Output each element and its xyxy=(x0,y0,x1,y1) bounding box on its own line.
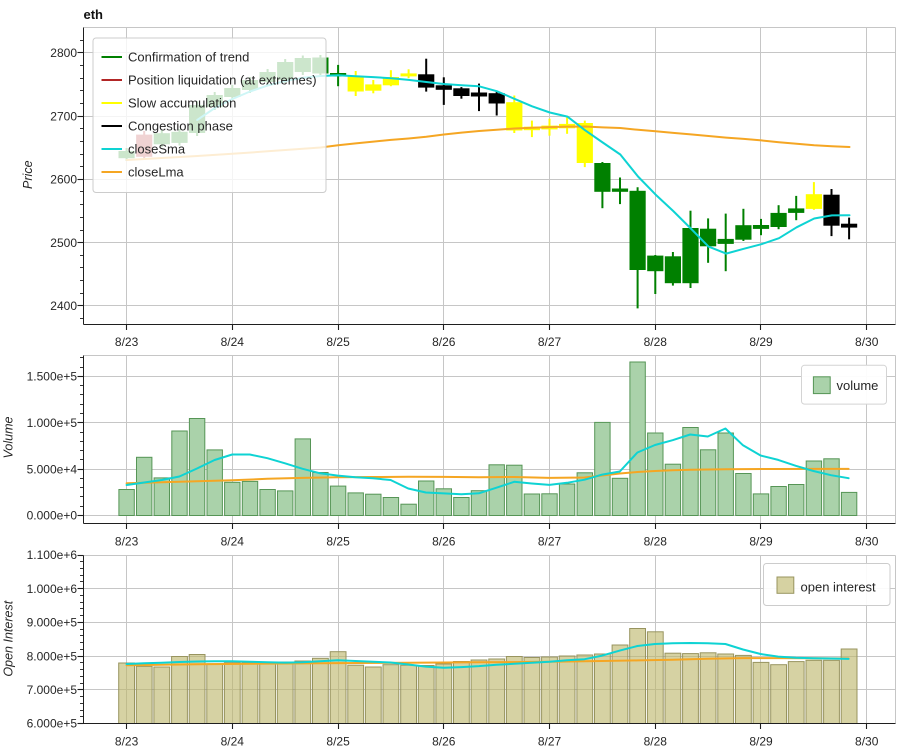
svg-text:1.100e+6: 1.100e+6 xyxy=(27,548,78,562)
svg-text:8/24: 8/24 xyxy=(221,335,245,349)
svg-text:Price: Price xyxy=(21,160,35,189)
svg-text:5.000e+4: 5.000e+4 xyxy=(27,462,78,476)
svg-text:8/25: 8/25 xyxy=(326,534,350,548)
svg-text:8/27: 8/27 xyxy=(538,335,562,349)
svg-text:8/24: 8/24 xyxy=(221,534,245,548)
svg-text:8/24: 8/24 xyxy=(221,735,245,749)
svg-text:8/30: 8/30 xyxy=(855,735,879,749)
svg-text:8/26: 8/26 xyxy=(432,335,456,349)
svg-text:8/27: 8/27 xyxy=(538,534,562,548)
svg-text:Position liquidation (at extre: Position liquidation (at extremes) xyxy=(128,72,317,87)
svg-text:8/23: 8/23 xyxy=(115,534,139,548)
svg-text:8.000e+5: 8.000e+5 xyxy=(27,649,78,663)
svg-text:8/30: 8/30 xyxy=(855,335,879,349)
svg-text:Open Interest: Open Interest xyxy=(2,600,16,676)
svg-text:8/28: 8/28 xyxy=(644,335,668,349)
svg-text:2600: 2600 xyxy=(50,173,77,187)
svg-text:Slow accumulation: Slow accumulation xyxy=(128,95,236,110)
svg-text:2800: 2800 xyxy=(50,46,77,60)
svg-text:8/29: 8/29 xyxy=(749,735,773,749)
svg-text:8/30: 8/30 xyxy=(855,534,879,548)
svg-text:8/29: 8/29 xyxy=(749,534,773,548)
svg-text:2500: 2500 xyxy=(50,236,77,250)
svg-text:8/28: 8/28 xyxy=(644,534,668,548)
svg-text:8/26: 8/26 xyxy=(432,534,456,548)
svg-text:1.000e+5: 1.000e+5 xyxy=(27,416,78,430)
svg-text:8/29: 8/29 xyxy=(749,335,773,349)
svg-text:8/25: 8/25 xyxy=(326,335,350,349)
svg-text:Congestion phase: Congestion phase xyxy=(128,118,233,133)
svg-text:eth: eth xyxy=(84,7,104,22)
svg-text:Confirmation of trend: Confirmation of trend xyxy=(128,49,249,64)
svg-text:8/27: 8/27 xyxy=(538,735,562,749)
svg-text:6.000e+5: 6.000e+5 xyxy=(27,717,78,731)
svg-text:2700: 2700 xyxy=(50,109,77,123)
svg-text:volume: volume xyxy=(837,378,879,393)
svg-text:8/28: 8/28 xyxy=(644,735,668,749)
svg-text:9.000e+5: 9.000e+5 xyxy=(27,616,78,630)
svg-text:closeSma: closeSma xyxy=(128,141,186,156)
svg-text:closeLma: closeLma xyxy=(128,164,184,179)
svg-text:0.000e+0: 0.000e+0 xyxy=(27,509,78,523)
svg-text:8/26: 8/26 xyxy=(432,735,456,749)
svg-text:7.000e+5: 7.000e+5 xyxy=(27,683,78,697)
svg-text:8/23: 8/23 xyxy=(115,735,139,749)
svg-text:8/23: 8/23 xyxy=(115,335,139,349)
svg-text:8/25: 8/25 xyxy=(326,735,350,749)
svg-text:1.000e+6: 1.000e+6 xyxy=(27,582,78,596)
svg-text:Volume: Volume xyxy=(2,416,16,458)
svg-text:1.500e+5: 1.500e+5 xyxy=(27,370,78,384)
svg-text:open interest: open interest xyxy=(801,579,877,594)
svg-text:2400: 2400 xyxy=(50,299,77,313)
